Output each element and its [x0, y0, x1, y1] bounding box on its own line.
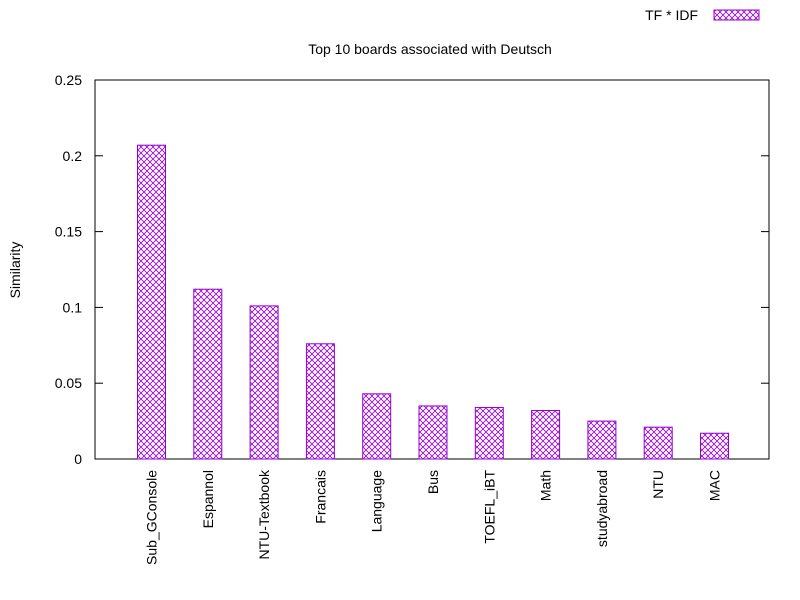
bar-Espannol [193, 288, 223, 460]
bar-Language [362, 393, 392, 460]
bar-Bus [418, 405, 448, 460]
y-tick-label: 0.1 [63, 299, 83, 315]
chart-title: Top 10 boards associated with Deutsch [308, 41, 552, 57]
y-tick-label: 0.2 [63, 148, 83, 164]
x-tick-label: Sub_GConsole [144, 470, 160, 565]
x-tick-label: Bus [425, 470, 441, 494]
x-tick-label: Francais [312, 470, 328, 524]
x-axis-labels: Sub_GConsole Espannol NTU-Textbook Francais… [144, 469, 723, 565]
bar-Math [531, 409, 561, 460]
bar-NTU [643, 426, 673, 460]
x-tick-label: Language [369, 470, 385, 533]
bar-NTU-Textbook [249, 305, 279, 460]
x-tick-label: MAC [707, 470, 723, 501]
x-tick-label: NTU-Textbook [256, 469, 272, 559]
y-tick-label: 0.25 [55, 72, 82, 88]
y-axis-ticks: 0 0.05 0.1 0.15 0.2 0.25 [55, 72, 769, 467]
legend-label: TF * IDF [645, 7, 698, 23]
y-axis-label: Similarity [7, 242, 23, 299]
legend-swatch [713, 9, 760, 21]
bar-MAC [700, 432, 729, 460]
bar-Francais [305, 343, 335, 460]
x-tick-label: NTU [650, 470, 666, 499]
y-tick-label: 0.15 [55, 224, 82, 240]
legend: TF * IDF [645, 7, 760, 23]
y-tick-label: 0 [74, 451, 82, 467]
x-tick-label: Math [538, 470, 554, 501]
y-tick-label: 0.05 [55, 375, 82, 391]
bar-Sub_GConsole [137, 144, 166, 460]
bars-group [137, 144, 729, 460]
x-tick-label: Espannol [200, 470, 216, 528]
bar-studyabroad [587, 420, 617, 460]
bar-TOEFL_iBT [474, 406, 504, 460]
x-tick-label: studyabroad [594, 470, 610, 547]
x-tick-label: TOEFL_iBT [481, 470, 497, 544]
